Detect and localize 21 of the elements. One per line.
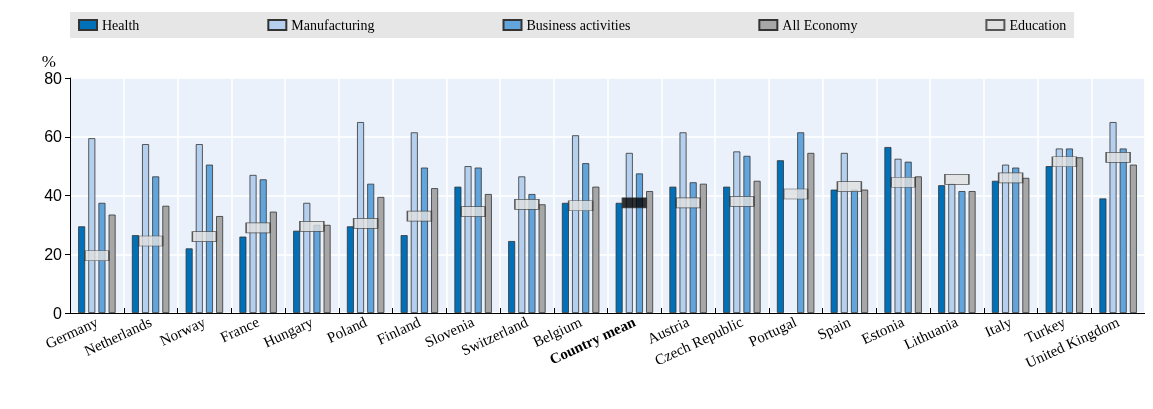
- bar: [185, 248, 193, 313]
- y-tick-label: 20: [44, 245, 63, 263]
- y-tick-label: 40: [44, 187, 63, 204]
- legend-label: Health: [102, 17, 140, 33]
- legend-label: Business activities: [526, 17, 631, 33]
- x-tick-label: Italy: [982, 313, 1015, 340]
- bar: [239, 236, 247, 313]
- bar: [958, 191, 966, 313]
- bar: [1099, 198, 1107, 313]
- y-tick-label: 60: [44, 128, 63, 146]
- x-tick-label: France: [217, 313, 262, 346]
- bar: [400, 235, 408, 313]
- y-tick-label: 80: [44, 69, 63, 87]
- x-tick-label: Spain: [815, 313, 854, 343]
- y-axis-title: %: [41, 52, 56, 72]
- bar: [508, 241, 516, 313]
- y-tick-label: 0: [53, 304, 63, 322]
- legend-label: Education: [1009, 17, 1067, 33]
- legend-label: All Economy: [782, 17, 858, 33]
- bar: [968, 191, 976, 313]
- legend-label: Manufacturing: [291, 17, 375, 33]
